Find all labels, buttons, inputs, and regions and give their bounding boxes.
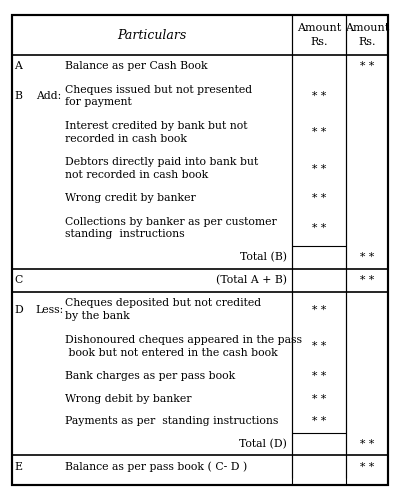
Text: * *: * * [360,275,374,285]
Text: D: D [14,305,23,315]
Text: Debtors directly paid into bank but
not recorded in cash book: Debtors directly paid into bank but not … [65,158,258,180]
Text: Less:: Less: [36,305,64,315]
Text: * *: * * [312,128,326,138]
Text: * *: * * [360,439,374,449]
Text: Add:: Add: [36,91,61,101]
Text: * *: * * [360,252,374,262]
Text: Total (D): Total (D) [239,439,287,449]
Text: Balance as per pass book ( C- D ): Balance as per pass book ( C- D ) [65,462,248,472]
Text: * *: * * [360,62,374,72]
Text: Dishonoured cheques appeared in the pass
 book but not entered in the cash book: Dishonoured cheques appeared in the pass… [65,335,302,357]
Text: * *: * * [312,341,326,351]
Text: * *: * * [312,394,326,404]
Text: Balance as per Cash Book: Balance as per Cash Book [65,62,208,72]
Text: (Total A + B): (Total A + B) [216,275,287,285]
Text: * *: * * [312,194,326,203]
Text: Wrong credit by banker: Wrong credit by banker [65,194,196,203]
Text: Cheques deposited but not credited
by the bank: Cheques deposited but not credited by th… [65,298,261,321]
Text: Bank charges as per pass book: Bank charges as per pass book [65,371,236,381]
Text: Collections by banker as per customer
standing  instructions: Collections by banker as per customer st… [65,216,277,240]
Text: Interest credited by bank but not
recorded in cash book: Interest credited by bank but not record… [65,121,248,144]
Text: * *: * * [312,416,326,426]
Text: Total (B): Total (B) [240,252,287,262]
Text: * *: * * [360,462,374,472]
Text: * *: * * [312,305,326,315]
Text: Amount
Rs.: Amount Rs. [297,24,341,46]
Text: Particulars: Particulars [117,28,187,42]
Text: A: A [14,62,22,72]
Text: E: E [14,462,22,472]
Text: Payments as per  standing instructions: Payments as per standing instructions [65,416,278,426]
Text: Cheques issued but not presented
for payment: Cheques issued but not presented for pay… [65,84,252,108]
Text: * *: * * [312,91,326,101]
Text: Amount
Rs.: Amount Rs. [345,24,389,46]
Text: C: C [14,275,23,285]
Text: * *: * * [312,223,326,233]
Text: * *: * * [312,164,326,174]
Text: * *: * * [312,371,326,381]
Text: B: B [14,91,22,101]
Text: Wrong debit by banker: Wrong debit by banker [65,394,192,404]
